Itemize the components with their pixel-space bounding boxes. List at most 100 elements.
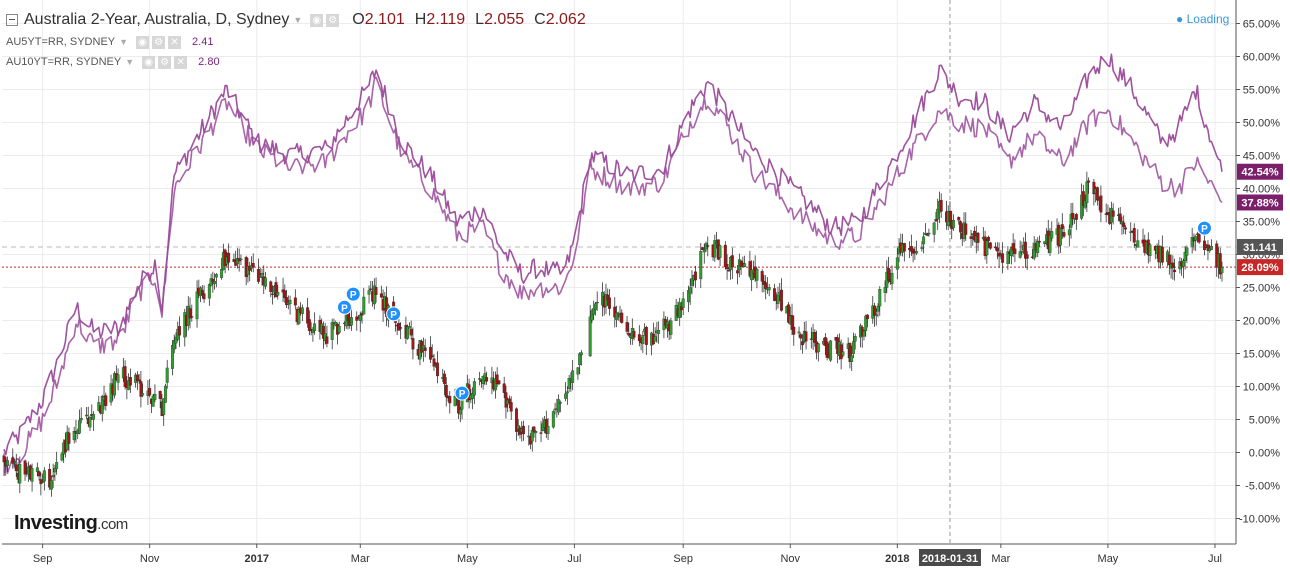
candle-body <box>213 281 217 285</box>
candle-body <box>657 330 661 334</box>
price-badge-box <box>1237 194 1283 211</box>
gear-icon[interactable]: ⚙ <box>158 55 172 69</box>
candle-body <box>976 232 980 243</box>
event-marker <box>336 299 352 315</box>
candle-body <box>952 220 955 228</box>
candle-body <box>576 367 580 375</box>
candle-body <box>776 294 780 304</box>
y-tick-label: 40.00% <box>1243 184 1281 196</box>
candle-body <box>915 251 919 254</box>
event-marker-label: P <box>390 310 397 321</box>
candle-body <box>718 245 722 258</box>
visibility-icon[interactable]: ◉ <box>142 55 156 69</box>
candle-body <box>883 287 887 293</box>
candle-body <box>104 395 108 406</box>
candle-body <box>909 246 913 252</box>
candle-body <box>613 306 617 318</box>
x-tick-label: May <box>1098 553 1119 565</box>
candle-body <box>578 353 582 366</box>
chevron-down-icon[interactable]: ▼ <box>119 37 129 47</box>
price-badge-label: 37.88% <box>1241 197 1279 209</box>
candle-body <box>679 306 683 311</box>
candle-body <box>49 480 53 490</box>
candle-body <box>264 277 267 287</box>
candle-body <box>164 385 167 403</box>
candle-body <box>444 384 448 398</box>
candle-body <box>350 317 353 326</box>
candle-body <box>641 335 645 344</box>
candle-body <box>1009 246 1013 257</box>
series-line-2 <box>3 76 1223 477</box>
candle-body <box>1136 240 1140 248</box>
candle-body <box>727 269 731 272</box>
candle-body <box>725 264 729 270</box>
candle-body <box>1062 232 1066 237</box>
candle-body <box>1067 229 1071 236</box>
candle-body <box>678 302 682 318</box>
series2-row: AU10YT=RR, SYDNEY ▼ ◉ ⚙ ✕ 2.80 <box>6 52 586 72</box>
candle-body <box>100 396 104 414</box>
collapse-legend-icon[interactable] <box>6 14 18 26</box>
candle-body <box>430 355 434 357</box>
candle-body <box>172 339 176 350</box>
candle-body <box>948 210 952 222</box>
candle-body <box>755 268 759 281</box>
visibility-icon[interactable]: ◉ <box>136 35 150 49</box>
visibility-icon[interactable]: ◉ <box>310 13 324 27</box>
candle-body <box>497 380 501 385</box>
price-badge-label: 31.141 <box>1243 242 1277 254</box>
chevron-down-icon[interactable]: ▼ <box>293 15 303 25</box>
event-marker-label: P <box>1201 224 1208 235</box>
candle-body <box>174 336 178 344</box>
candle-body <box>730 255 734 268</box>
candle-body <box>362 296 366 315</box>
candle-body <box>799 334 803 339</box>
candle-body <box>51 475 55 478</box>
candle-body <box>590 310 594 321</box>
gear-icon[interactable]: ⚙ <box>152 35 166 49</box>
candle-body <box>1124 227 1127 230</box>
candle-body <box>423 347 427 351</box>
event-marker <box>345 286 361 302</box>
candle-body <box>297 309 301 324</box>
candle-body <box>1220 266 1224 274</box>
candle-body <box>407 326 411 329</box>
axes-layer: 65.00% 60.00% 55.00% 50.00% 45.00% 40.00% 35.0… <box>2 0 1280 566</box>
candle-body <box>1087 180 1091 183</box>
candle-body <box>988 242 992 249</box>
y-tick-label: 50.00% <box>1243 118 1281 130</box>
candle-body <box>195 291 199 320</box>
candle-body <box>653 336 657 342</box>
candle-body <box>6 460 9 467</box>
candle-body <box>14 464 18 472</box>
candle-body <box>851 341 855 354</box>
price-badge-box <box>1237 238 1283 255</box>
investing-logo[interactable]: Investing.com <box>14 512 128 535</box>
loading-dot-icon: ● <box>1176 12 1187 26</box>
candle-body <box>825 341 829 358</box>
candle-body <box>876 305 880 312</box>
candle-body <box>1197 233 1201 243</box>
close-icon[interactable]: ✕ <box>174 55 188 69</box>
price-badges: 42.54% 37.88% 31.141 28.09% <box>1237 163 1283 276</box>
candle-body <box>985 240 989 256</box>
candle-body <box>153 394 157 400</box>
candle-body <box>706 245 710 247</box>
close-icon[interactable]: ✕ <box>168 35 182 49</box>
candle-body <box>214 274 218 278</box>
candle-body <box>801 341 804 346</box>
y-tick-label: 15.00% <box>1243 349 1281 361</box>
candle-body <box>358 314 362 321</box>
candle-body <box>557 399 561 413</box>
candle-body <box>764 282 768 290</box>
candle-body <box>627 333 631 336</box>
candle-body <box>137 379 141 382</box>
candle-body <box>873 305 876 316</box>
gear-icon[interactable]: ⚙ <box>326 13 340 27</box>
candle-body <box>260 273 264 276</box>
candle-body <box>1080 194 1084 219</box>
chevron-down-icon[interactable]: ▼ <box>125 57 135 67</box>
